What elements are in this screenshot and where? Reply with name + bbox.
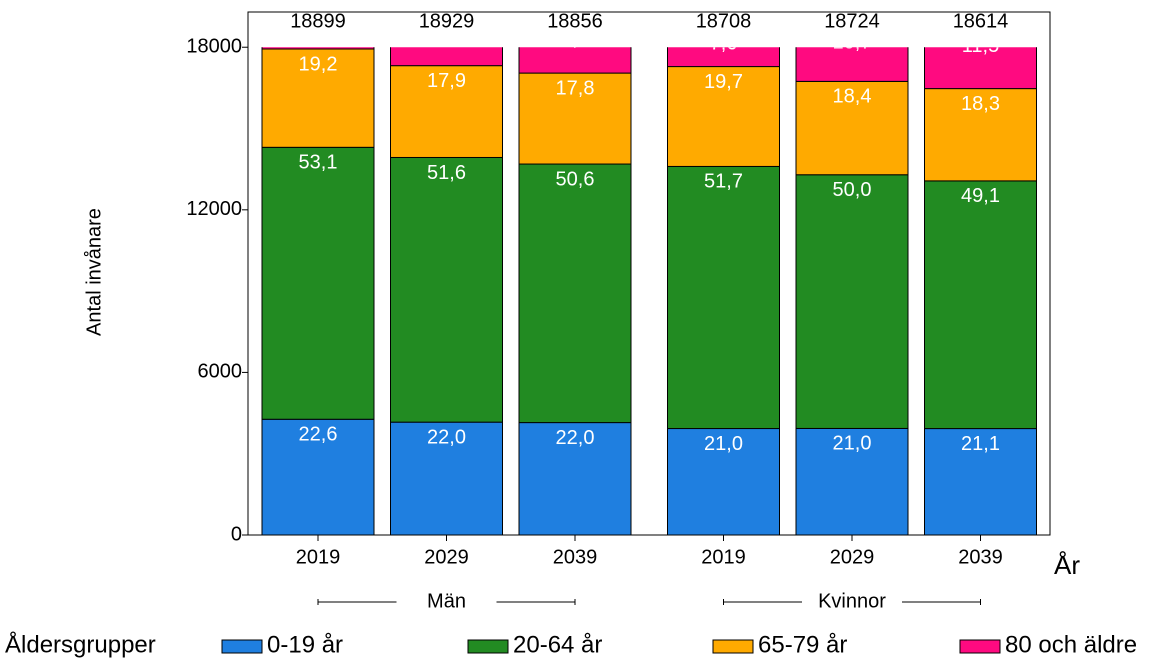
y-tick-label: 18000 [186, 36, 242, 58]
value-label: 22,0 [427, 426, 466, 448]
bar-segment [795, 47, 909, 82]
value-label: 17,9 [427, 70, 466, 92]
bar-segment [924, 47, 1037, 90]
bar-segment [390, 156, 503, 423]
x-tick-label: 2039 [553, 546, 598, 568]
x-tick-label: 2039 [958, 546, 1003, 568]
bar-segment [518, 163, 632, 424]
value-label: 8,5 [433, 26, 461, 48]
legend-label: 80 och äldre [1005, 631, 1137, 658]
value-label: 5,2 [304, 27, 332, 49]
value-label: 19,2 [299, 53, 338, 75]
value-label: 9,6 [561, 28, 589, 50]
legend-swatch [467, 639, 509, 654]
value-label: 11,5 [962, 35, 999, 57]
value-label: 22,6 [299, 424, 338, 446]
bar-segment [518, 72, 632, 165]
x-tick-label: 2029 [830, 546, 875, 568]
bar-segment [667, 47, 780, 68]
total-label: 18708 [696, 10, 752, 32]
bar-segment [667, 428, 780, 536]
y-axis-label: Antal invånare [83, 208, 105, 336]
value-label: 10,7 [833, 31, 872, 53]
legend-label: 0-19 år [267, 631, 343, 658]
value-label: 50,6 [556, 168, 595, 190]
total-label: 18856 [547, 10, 603, 32]
bar-segment [390, 421, 503, 536]
bars: 22,6 53,1 19,2 5,2 22,0 51,6 17,9 8,5 22,0 50,6 17… [261, 26, 1037, 536]
legend-title: Åldersgrupper [5, 630, 156, 658]
total-label: 18929 [419, 10, 475, 32]
legend-label: 65-79 år [758, 631, 847, 658]
value-label: 19,7 [704, 71, 743, 93]
total-label: 18899 [290, 10, 346, 32]
value-label: 51,6 [427, 162, 466, 184]
value-label: 22,0 [556, 427, 595, 449]
bar-segment [795, 427, 909, 536]
x-tick-label: 2019 [701, 546, 746, 568]
bar-segment [390, 47, 503, 67]
value-label: 49,1 [961, 185, 1000, 207]
bar-segment [667, 165, 780, 430]
value-label: 21,0 [704, 433, 743, 455]
legend-swatch [959, 639, 1001, 654]
total-label: 18614 [953, 10, 1009, 32]
bar-segment [924, 180, 1037, 430]
value-label: 50,0 [833, 179, 872, 201]
bar-segment [667, 66, 780, 167]
value-label: 51,7 [704, 171, 743, 193]
bar-segment [795, 80, 909, 176]
value-label: 18,3 [961, 93, 1000, 115]
x-axis-label: År [1054, 550, 1080, 580]
legend-label: 20-64 år [513, 631, 602, 658]
value-label: 17,8 [556, 77, 595, 99]
value-label: 21,0 [833, 433, 872, 455]
value-label: 53,1 [299, 152, 338, 174]
legend-swatch [221, 639, 263, 654]
plot-frame [247, 11, 1051, 536]
group-label: Män [427, 590, 466, 612]
bar-segment [261, 47, 375, 50]
legend-swatch [712, 639, 754, 654]
y-tick-label: 0 [231, 523, 242, 545]
bar-segment [261, 146, 375, 420]
group-label: Kvinnor [818, 590, 886, 612]
bar-segment [924, 428, 1037, 536]
value-label: 18,4 [833, 86, 872, 108]
bar-segment [261, 418, 375, 536]
x-tick-label: 2019 [296, 546, 341, 568]
y-tick-label: 12000 [186, 198, 242, 220]
y-tick-label: 6000 [198, 361, 243, 383]
value-label: 21,1 [961, 433, 1000, 455]
bar-segment [795, 174, 909, 429]
bar-segment [518, 47, 632, 74]
total-label: 18724 [824, 10, 880, 32]
bar-segment [390, 65, 503, 158]
x-tick-label: 2029 [424, 546, 469, 568]
value-label: 7,6 [710, 32, 738, 54]
bar-segment [924, 88, 1037, 182]
